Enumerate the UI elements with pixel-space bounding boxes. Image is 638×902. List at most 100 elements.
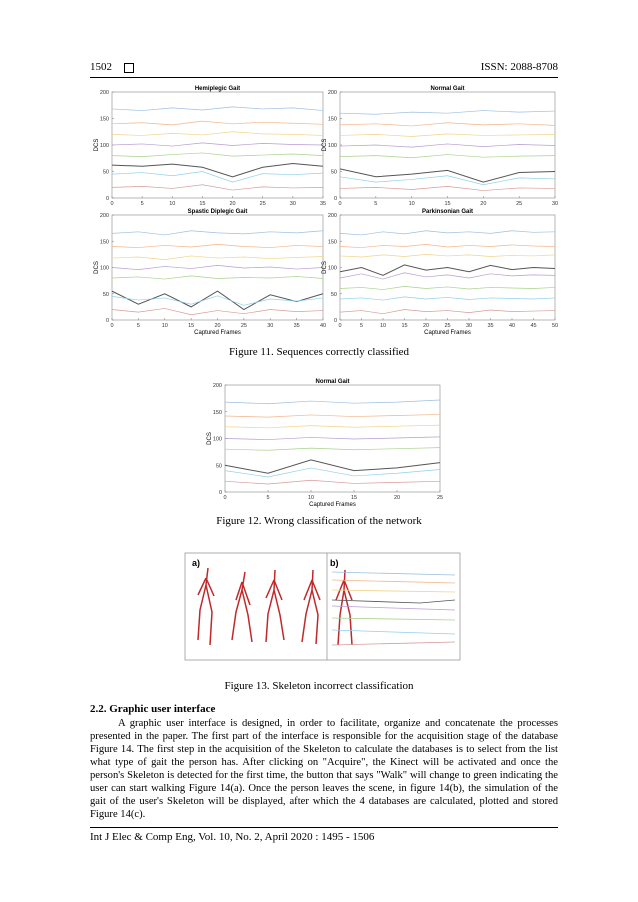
y-tick-label: 150 [328,117,337,123]
label-b: b) [330,558,339,568]
x-tick-label: 10 [169,201,175,207]
series-line [111,131,324,136]
x-tick-label: 20 [214,323,220,329]
x-tick-label: 15 [188,323,194,329]
series-line [339,244,556,248]
label-a: a) [192,558,200,568]
series-line [224,436,441,440]
x-tick-label: 45 [530,323,536,329]
x-tick-label: 5 [141,201,144,207]
series-line [111,120,324,126]
fig12-caption: Figure 12. Wrong classification of the n… [216,515,422,527]
y-tick-label: 100 [100,143,109,149]
y-tick-label: 200 [328,213,337,219]
x-tick-label: 5 [266,495,269,501]
footer: Int J Elec & Comp Eng, Vol. 10, No. 2, A… [90,831,375,843]
x-tick-label: 10 [409,201,415,207]
y-tick-label: 100 [100,266,109,272]
chart-title: Hemiplegic Gait [195,86,240,92]
series-line [111,295,324,306]
series-line [339,264,556,276]
x-tick-label: 10 [308,495,314,501]
x-tick-label: 25 [241,323,247,329]
x-tick-label: 35 [487,323,493,329]
x-tick-label: 20 [394,495,400,501]
series-line [224,459,441,474]
series-line [111,184,324,191]
b-lines [331,571,456,646]
x-tick-label: 25 [260,201,266,207]
y-axis-label: DCS [322,261,328,274]
fig13-image: a) b) [184,552,461,661]
x-axis-label: Captured Frames [309,502,356,508]
series-line [339,122,556,127]
y-tick-label: 150 [213,410,222,416]
y-tick-label: 0 [334,196,337,202]
x-tick-label: 5 [137,323,140,329]
series-line [111,255,324,260]
series-line [111,244,324,248]
series-line [111,152,324,158]
series-line [339,185,556,191]
y-axis-label: DCS [94,139,100,152]
x-tick-label: 35 [320,201,326,207]
fig13-frame [184,552,461,661]
series-line [224,414,441,418]
fig13-caption: Figure 13. Skeleton incorrect classifica… [224,680,414,692]
series-line [224,399,441,405]
plot-area [111,214,324,321]
series-line [111,308,324,316]
x-tick-label: 35 [294,323,300,329]
chart-title: Normal Gait [430,86,464,92]
x-axis-label: Captured Frames [424,330,471,336]
y-tick-label: 50 [216,463,222,469]
series-line [339,309,556,315]
series-line [339,296,556,301]
series-line [111,163,324,178]
y-tick-label: 100 [213,437,222,443]
series-line [111,230,324,236]
header-rule [90,77,558,78]
x-tick-label: 0 [338,323,341,329]
x-tick-label: 0 [223,495,226,501]
series-line [111,106,324,111]
x-tick-label: 0 [110,201,113,207]
series-line [111,142,324,147]
series-line [339,168,556,183]
series-line [224,479,441,485]
chart-title: Parkinsonian Gait [422,209,473,215]
y-tick-label: 200 [100,90,109,96]
y-axis-label: DCS [322,139,328,152]
series-line [339,286,556,290]
y-tick-label: 100 [328,266,337,272]
y-axis-label: DCS [207,432,213,445]
series-line [224,467,441,478]
x-tick-label: 30 [267,323,273,329]
section-heading: 2.2. Graphic user interface [90,703,216,715]
y-tick-label: 200 [100,213,109,219]
x-tick-label: 15 [401,323,407,329]
x-tick-label: 5 [360,323,363,329]
y-tick-label: 100 [328,143,337,149]
x-tick-label: 5 [374,201,377,207]
x-tick-label: 30 [552,201,558,207]
series-line [339,154,556,159]
y-tick-label: 150 [100,239,109,245]
series-line [339,110,556,115]
footer-rule [90,827,558,828]
y-tick-label: 0 [219,490,222,496]
series-line [111,275,324,280]
y-tick-label: 50 [331,292,337,298]
x-tick-label: 15 [444,201,450,207]
x-tick-label: 25 [516,201,522,207]
x-tick-label: 10 [380,323,386,329]
x-tick-label: 20 [230,201,236,207]
x-tick-label: 25 [437,495,443,501]
series-line [111,171,324,183]
fig11-caption: Figure 11. Sequences correctly classifie… [228,346,410,358]
series-line [339,254,556,258]
x-tick-label: 0 [338,201,341,207]
x-tick-label: 50 [552,323,558,329]
